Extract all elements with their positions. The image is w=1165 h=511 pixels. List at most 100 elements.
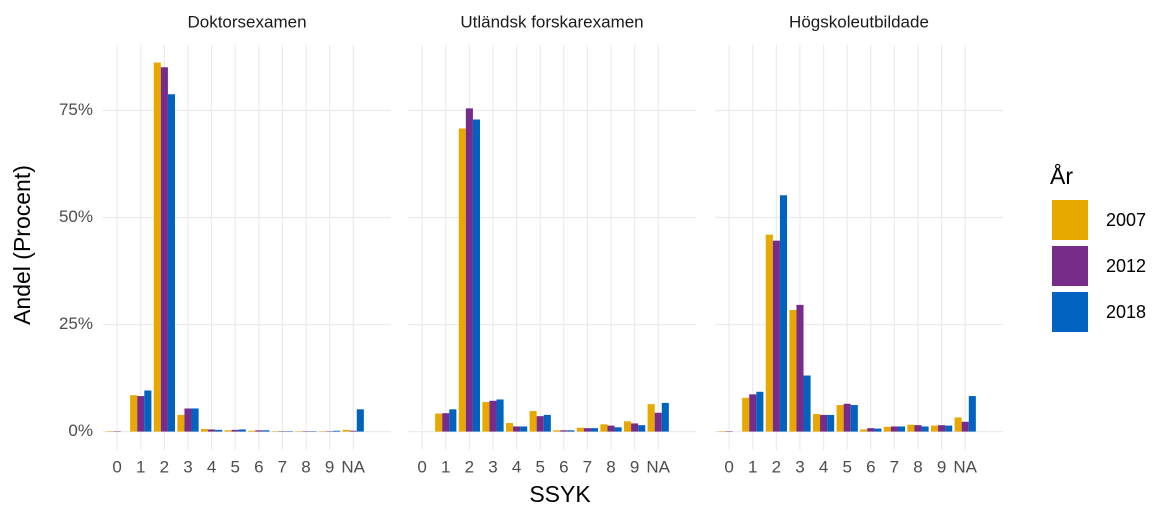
x-tick-label: 7	[278, 457, 287, 476]
legend-label: 2012	[1106, 256, 1146, 276]
bar	[505, 423, 514, 432]
bar	[520, 426, 528, 432]
x-tick-label: 4	[207, 457, 216, 476]
bar	[255, 430, 263, 432]
bar	[914, 425, 922, 432]
x-tick-label: NA	[646, 457, 670, 476]
x-tick-label: 6	[559, 457, 568, 476]
bar	[607, 425, 615, 432]
bar	[654, 412, 662, 432]
bar	[647, 404, 655, 432]
bar	[224, 430, 232, 432]
bar	[442, 413, 450, 432]
bar	[349, 430, 357, 432]
bar	[931, 425, 939, 432]
bar	[867, 428, 875, 432]
x-tick-label: 6	[254, 457, 263, 476]
bar	[583, 428, 591, 432]
legend-key	[1052, 200, 1088, 240]
y-tick-label: 25%	[59, 314, 93, 333]
bar	[961, 421, 969, 432]
bar	[827, 414, 835, 432]
x-tick-label: 1	[441, 457, 450, 476]
bar	[874, 428, 882, 432]
bar	[184, 408, 192, 432]
legend-key	[1052, 292, 1088, 332]
x-tick-label: 1	[748, 457, 757, 476]
x-tick-label: NA	[953, 457, 977, 476]
x-tick-label: 5	[230, 457, 239, 476]
bar	[333, 430, 341, 432]
x-tick-label: 0	[112, 457, 121, 476]
legend-label: 2018	[1106, 302, 1146, 322]
y-tick-label: 50%	[59, 207, 93, 226]
y-axis-label: Andel (Procent)	[9, 165, 35, 325]
x-tick-label: 7	[890, 457, 899, 476]
bar	[749, 394, 757, 432]
bar	[435, 413, 443, 432]
bar	[529, 411, 537, 432]
x-tick-label: 9	[937, 457, 946, 476]
bar	[567, 430, 575, 432]
bar	[200, 429, 209, 432]
bar	[144, 390, 152, 432]
bar	[600, 424, 608, 432]
x-tick-label: 3	[795, 457, 804, 476]
bar	[850, 405, 858, 432]
x-tick-label: 5	[842, 457, 851, 476]
x-tick-label: 4	[819, 457, 828, 476]
bar	[624, 421, 632, 432]
bar	[208, 429, 216, 432]
x-tick-label: 6	[866, 457, 875, 476]
bar	[796, 304, 804, 432]
x-tick-label: 3	[183, 457, 192, 476]
bar	[489, 400, 497, 432]
bar	[560, 430, 568, 432]
bar	[897, 426, 906, 432]
bar	[262, 430, 270, 432]
x-tick-label: 5	[535, 457, 544, 476]
x-tick-label: 9	[325, 457, 334, 476]
bar	[820, 414, 828, 432]
bar	[130, 395, 138, 432]
bar	[789, 310, 797, 432]
bar	[921, 426, 929, 432]
bar	[890, 426, 898, 432]
bar	[765, 234, 773, 432]
bar	[177, 414, 185, 432]
legend-title: År	[1050, 162, 1073, 189]
bar	[356, 409, 364, 432]
bar	[742, 397, 750, 432]
y-tick-label: 0%	[68, 421, 93, 440]
bar	[812, 414, 821, 432]
bar	[465, 108, 473, 432]
bar	[883, 426, 891, 432]
legend-key	[1052, 246, 1088, 286]
x-tick-label: 0	[724, 457, 733, 476]
bar	[756, 391, 764, 432]
x-tick-label: 4	[512, 457, 521, 476]
bar	[576, 427, 584, 432]
bar	[153, 62, 161, 432]
bar	[215, 429, 223, 432]
x-tick-label: 2	[465, 457, 474, 476]
bar	[661, 402, 669, 432]
x-axis-label: SSYK	[529, 481, 591, 507]
x-tick-label: 8	[606, 457, 615, 476]
bar	[160, 67, 168, 432]
x-tick-label: 9	[630, 457, 639, 476]
bar	[248, 430, 256, 432]
x-tick-label: 0	[417, 457, 426, 476]
bar	[836, 405, 844, 432]
bar	[482, 402, 490, 432]
bar	[458, 128, 466, 432]
bar	[231, 429, 239, 432]
y-tick-label: 75%	[59, 100, 93, 119]
bar	[167, 94, 175, 432]
facet-title: Doktorsexamen	[187, 12, 306, 31]
bar	[772, 240, 780, 432]
bar	[238, 429, 246, 432]
x-tick-label: 3	[488, 457, 497, 476]
bar	[496, 399, 504, 432]
